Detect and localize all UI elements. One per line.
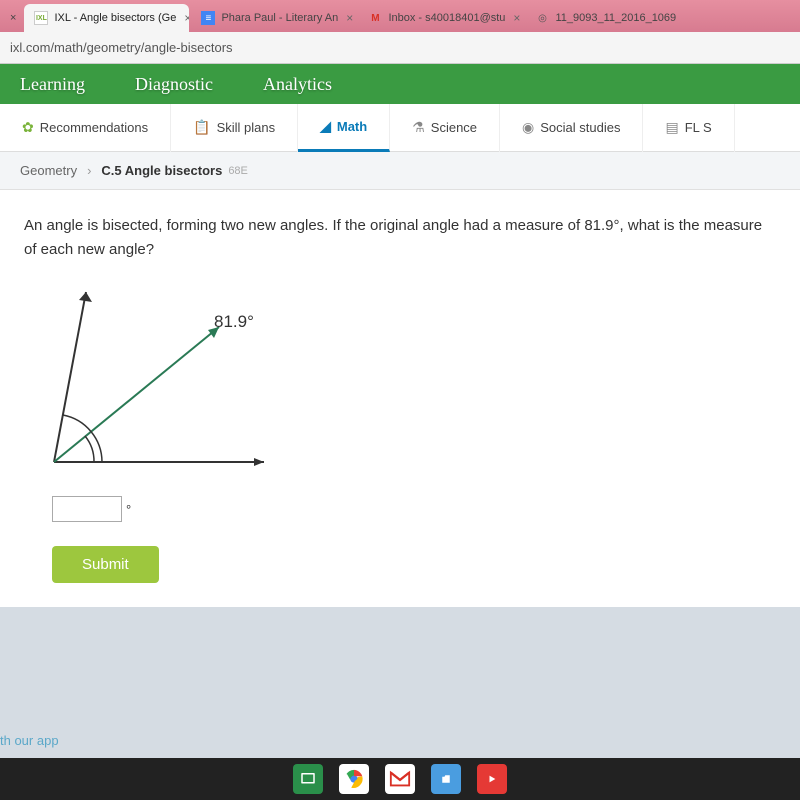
- page-content: Learning Diagnostic Analytics ✿ Recommen…: [0, 64, 800, 607]
- answer-input[interactable]: [52, 496, 122, 522]
- browser-tab[interactable]: ◎ 11_9093_11_2016_1069: [525, 4, 686, 32]
- subject-nav: ✿ Recommendations 📋 Skill plans ◢ Math ⚗…: [0, 104, 800, 152]
- tab-label: Inbox - s40018401@stu: [388, 12, 505, 24]
- nav-fl-standards[interactable]: ▤ FL S: [643, 104, 734, 152]
- files-app-icon[interactable]: [431, 764, 461, 794]
- browser-tab[interactable]: IXL IXL - Angle bisectors (Ge ×: [24, 4, 189, 32]
- submit-button[interactable]: Submit: [52, 546, 159, 583]
- docs-favicon-icon: ≡: [201, 11, 215, 25]
- skill-plans-icon: 📋: [193, 119, 210, 136]
- breadcrumb-topic: C.5 Angle bisectors: [101, 163, 222, 178]
- nav-label: Recommendations: [40, 120, 148, 135]
- globe-favicon-icon: ◎: [535, 11, 549, 25]
- app-link[interactable]: th our app: [0, 733, 59, 748]
- taskbar: [0, 758, 800, 800]
- close-icon[interactable]: ×: [346, 11, 353, 25]
- answer-row: °: [52, 496, 776, 522]
- ixl-favicon-icon: IXL: [34, 11, 48, 25]
- nav-label: Social studies: [540, 120, 620, 135]
- classroom-app-icon[interactable]: [293, 764, 323, 794]
- url-text: ixl.com/math/geometry/angle-bisectors: [10, 40, 233, 55]
- nav-science[interactable]: ⚗ Science: [390, 104, 500, 152]
- nav-social-studies[interactable]: ◉ Social studies: [500, 104, 643, 152]
- angle-measure-label: 81.9°: [214, 312, 254, 332]
- tab-label: 11_9093_11_2016_1069: [555, 12, 676, 24]
- tab-prev-close[interactable]: ×: [4, 4, 22, 32]
- browser-tab-strip: × IXL IXL - Angle bisectors (Ge × ≡ Phar…: [0, 0, 800, 32]
- chevron-right-icon: ›: [87, 163, 91, 178]
- nav-learning[interactable]: Learning: [20, 74, 85, 95]
- close-icon[interactable]: ×: [513, 11, 520, 25]
- tab-label: IXL - Angle bisectors (Ge: [54, 12, 176, 24]
- degree-symbol: °: [126, 502, 131, 517]
- address-bar[interactable]: ixl.com/math/geometry/angle-bisectors: [0, 32, 800, 64]
- science-icon: ⚗: [412, 119, 425, 136]
- nav-recommendations[interactable]: ✿ Recommendations: [0, 104, 171, 152]
- question-area: An angle is bisected, forming two new an…: [0, 190, 800, 607]
- tab-label: Phara Paul - Literary An: [221, 12, 338, 24]
- youtube-app-icon[interactable]: [477, 764, 507, 794]
- question-text: An angle is bisected, forming two new an…: [24, 214, 776, 262]
- nav-analytics[interactable]: Analytics: [263, 74, 332, 95]
- gmail-favicon-icon: M: [368, 11, 382, 25]
- nav-label: Math: [337, 119, 367, 134]
- gmail-app-icon[interactable]: [385, 764, 415, 794]
- close-icon: ×: [10, 12, 16, 24]
- angle-diagram: 81.9°: [24, 282, 284, 482]
- recommendations-icon: ✿: [22, 119, 34, 136]
- browser-tab[interactable]: ≡ Phara Paul - Literary An ×: [191, 4, 356, 32]
- nav-label: Skill plans: [217, 120, 276, 135]
- primary-nav: Learning Diagnostic Analytics: [0, 64, 800, 104]
- breadcrumb-subject[interactable]: Geometry: [20, 163, 77, 178]
- nav-skill-plans[interactable]: 📋 Skill plans: [171, 104, 298, 152]
- browser-tab[interactable]: M Inbox - s40018401@stu ×: [358, 4, 523, 32]
- close-icon[interactable]: ×: [184, 11, 189, 25]
- breadcrumb-code: 68E: [228, 165, 248, 177]
- math-icon: ◢: [320, 118, 331, 135]
- nav-math[interactable]: ◢ Math: [298, 104, 390, 152]
- chrome-app-icon[interactable]: [339, 764, 369, 794]
- breadcrumb: Geometry › C.5 Angle bisectors 68E: [0, 152, 800, 190]
- social-studies-icon: ◉: [522, 119, 534, 136]
- nav-label: FL S: [685, 120, 712, 135]
- nav-label: Science: [431, 120, 477, 135]
- nav-diagnostic[interactable]: Diagnostic: [135, 74, 213, 95]
- standards-icon: ▤: [665, 119, 678, 136]
